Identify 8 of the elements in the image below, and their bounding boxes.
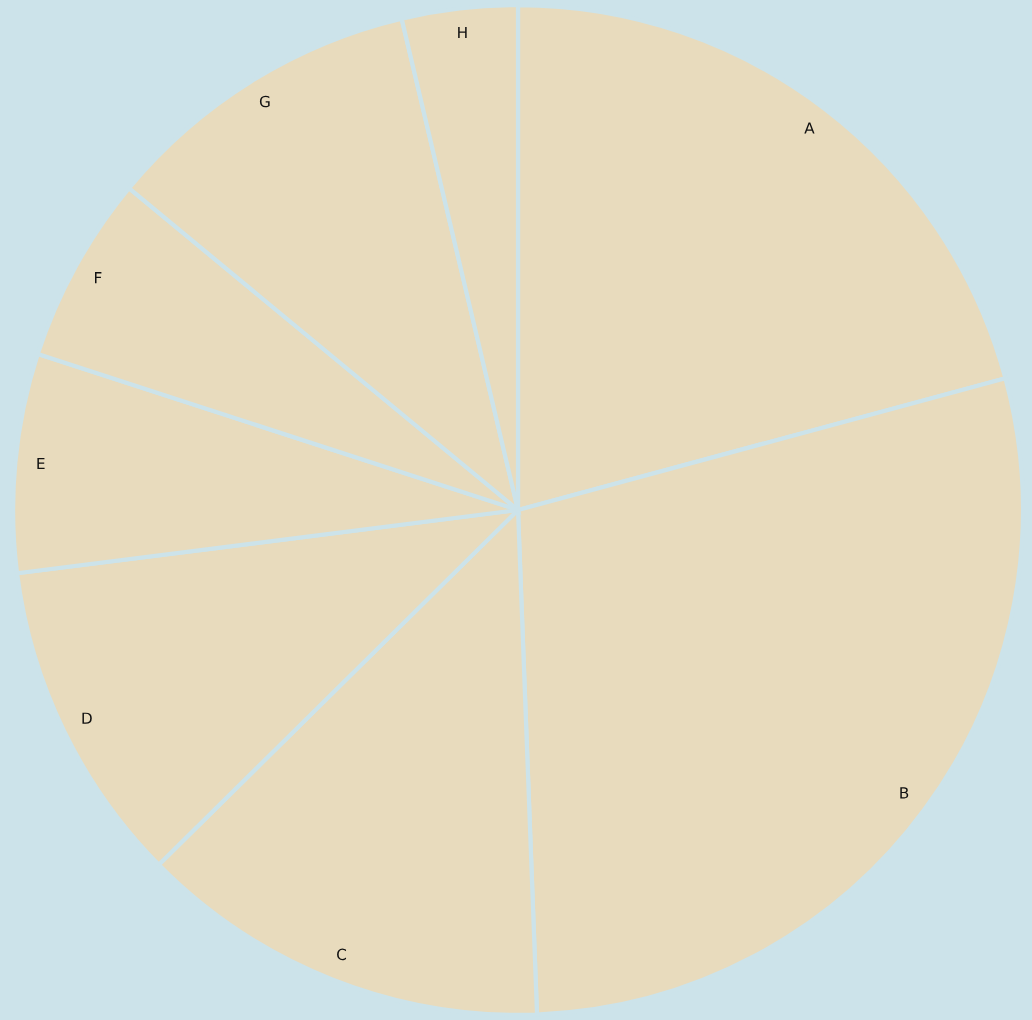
slice-label: H	[458, 26, 467, 39]
slice-label: A	[804, 122, 815, 134]
slice-label: F	[95, 272, 102, 284]
slice-label: G	[259, 95, 270, 108]
slice-label: C	[337, 948, 347, 961]
slice-label: D	[82, 712, 92, 724]
slice-label: E	[37, 457, 45, 470]
slice-label: B	[900, 787, 909, 799]
